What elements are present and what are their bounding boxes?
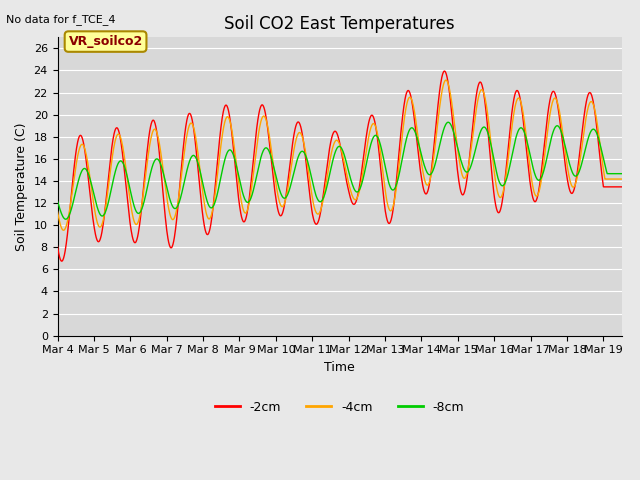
Y-axis label: Soil Temperature (C): Soil Temperature (C) bbox=[15, 122, 28, 251]
Text: VR_soilco2: VR_soilco2 bbox=[68, 35, 143, 48]
X-axis label: Time: Time bbox=[324, 361, 355, 374]
Legend: -2cm, -4cm, -8cm: -2cm, -4cm, -8cm bbox=[210, 396, 469, 419]
Title: Soil CO2 East Temperatures: Soil CO2 East Temperatures bbox=[224, 15, 455, 33]
Text: No data for f_TCE_4: No data for f_TCE_4 bbox=[6, 14, 116, 25]
